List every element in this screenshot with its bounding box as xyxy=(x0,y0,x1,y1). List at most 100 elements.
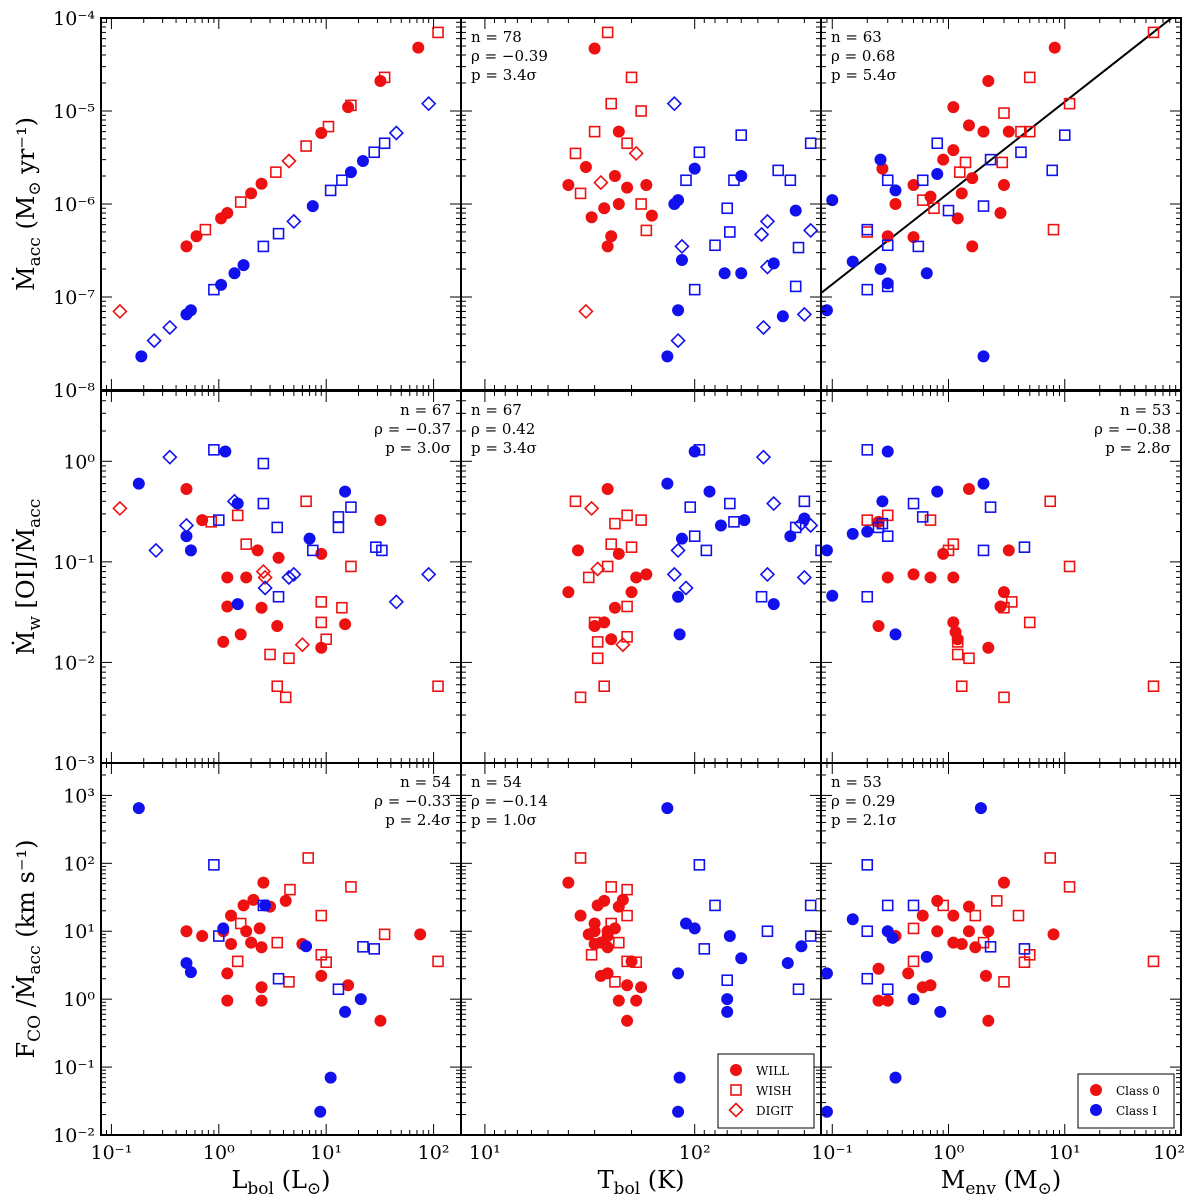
data-point xyxy=(947,571,960,584)
data-point xyxy=(881,174,894,187)
label-close: (km s⁻¹) xyxy=(12,840,40,946)
data-point xyxy=(271,521,284,534)
data-point xyxy=(998,691,1010,704)
data-point xyxy=(881,445,894,458)
data-point xyxy=(951,633,964,646)
data-point xyxy=(728,174,740,187)
data-point xyxy=(432,680,444,693)
data-point xyxy=(661,477,674,490)
data-point xyxy=(240,571,253,584)
data-point xyxy=(621,137,633,150)
data-point xyxy=(345,99,357,112)
data-point xyxy=(798,512,811,525)
data-point xyxy=(907,568,920,581)
data-point xyxy=(645,209,658,222)
stat-rho: ρ = −0.33 xyxy=(374,792,451,810)
data-point xyxy=(693,146,706,159)
data-point xyxy=(180,530,193,543)
label-sub: env xyxy=(965,1179,996,1198)
data-point xyxy=(245,187,258,200)
data-point xyxy=(979,969,992,982)
stat-p: p = 2.4σ xyxy=(385,811,451,829)
x-tick-label: 10² xyxy=(1153,1142,1185,1164)
stat-n: n = 78 xyxy=(471,28,522,46)
data-point xyxy=(132,802,145,815)
data-point xyxy=(271,936,284,949)
y-tick-label: 10⁻⁵ xyxy=(53,101,95,123)
data-point xyxy=(942,204,955,217)
data-point xyxy=(673,1071,686,1084)
data-point xyxy=(931,137,944,150)
data-point xyxy=(673,628,686,641)
data-point xyxy=(755,449,772,465)
data-point xyxy=(784,174,797,187)
data-point xyxy=(271,620,284,633)
data-point xyxy=(861,925,874,938)
data-point xyxy=(672,590,685,603)
data-point xyxy=(591,899,604,912)
data-point xyxy=(324,1071,337,1084)
data-point xyxy=(789,280,802,293)
data-point xyxy=(208,859,220,871)
data-point xyxy=(821,544,833,557)
data-point xyxy=(672,967,685,980)
data-point xyxy=(937,153,950,166)
data-point xyxy=(272,972,285,985)
data-point xyxy=(937,899,949,912)
legend-label: WISH xyxy=(756,1084,792,1098)
stat-rho: ρ = −0.14 xyxy=(471,792,548,810)
data-point xyxy=(1023,125,1036,138)
data-point xyxy=(294,637,310,653)
stat-rho: ρ = 0.68 xyxy=(831,47,895,65)
stat-rho: ρ = −0.38 xyxy=(1094,420,1171,438)
data-point xyxy=(947,909,960,922)
data-point xyxy=(759,213,776,230)
data-point xyxy=(231,497,244,510)
y-tick-label: 10⁰ xyxy=(63,989,95,1011)
data-point xyxy=(585,948,598,961)
stat-p: p = 1.0σ xyxy=(471,811,537,829)
data-point xyxy=(621,181,634,194)
data-point xyxy=(772,164,784,177)
data-point xyxy=(112,500,128,517)
label-unit-sub: acc xyxy=(25,945,45,974)
data-point xyxy=(608,170,621,183)
data-point xyxy=(601,560,614,573)
data-point xyxy=(1002,544,1015,557)
data-point xyxy=(569,147,582,160)
data-point xyxy=(974,802,987,815)
data-point xyxy=(225,937,238,950)
data-point xyxy=(721,993,734,1006)
legend-marker xyxy=(1090,1084,1102,1096)
data-point xyxy=(621,979,634,992)
data-point xyxy=(281,569,297,586)
data-point xyxy=(881,983,894,996)
label-close: ) xyxy=(1052,1166,1061,1194)
data-point xyxy=(388,125,404,141)
data-point xyxy=(283,976,295,988)
data-point xyxy=(953,166,966,178)
label-unit-sub: ⊙ xyxy=(25,181,45,195)
data-point xyxy=(221,994,234,1007)
data-point xyxy=(942,544,955,557)
data-point xyxy=(345,881,357,893)
data-point xyxy=(315,127,328,140)
data-point xyxy=(432,955,444,968)
x-tick-label: 10⁰ xyxy=(203,1142,235,1164)
data-point xyxy=(916,194,929,206)
data-point xyxy=(977,544,990,557)
data-point xyxy=(804,899,817,912)
data-point xyxy=(675,532,688,545)
data-point xyxy=(255,177,268,190)
data-point xyxy=(332,983,345,996)
data-point xyxy=(1002,125,1015,138)
data-point xyxy=(112,303,128,320)
data-point xyxy=(693,859,706,871)
y-tick-label: 10³ xyxy=(63,785,95,807)
data-point xyxy=(571,544,584,557)
data-point xyxy=(997,179,1010,192)
data-point xyxy=(861,223,874,236)
data-point xyxy=(300,140,312,152)
data-point xyxy=(776,310,789,323)
data-point xyxy=(432,26,444,39)
